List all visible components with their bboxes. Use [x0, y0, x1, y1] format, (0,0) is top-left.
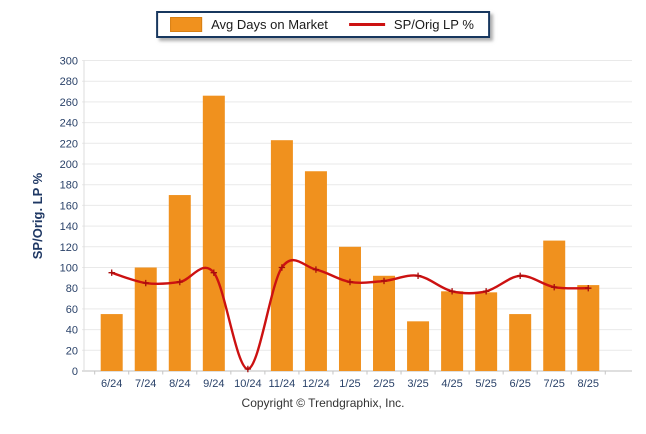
- bar-6/25: [509, 314, 532, 371]
- line-marker-6/24: [108, 269, 115, 276]
- y-tick-label: 60: [66, 304, 78, 316]
- x-tick-label: 10/24: [234, 378, 262, 390]
- y-tick-label: 300: [60, 56, 78, 68]
- y-tick-label: 260: [60, 97, 78, 109]
- line-series-swatch: [348, 23, 385, 26]
- line-marker-2/25: [380, 277, 388, 285]
- line-marker-8/24: [176, 278, 183, 286]
- line-marker-5/25: [482, 288, 490, 295]
- y-tick-label: 280: [60, 76, 78, 88]
- y-tick-label: 200: [60, 159, 78, 171]
- y-tick-label: 20: [66, 345, 78, 357]
- bar-11/24: [270, 140, 293, 371]
- y-tick-label: 80: [66, 283, 78, 295]
- x-tick-label: 8/25: [578, 378, 599, 390]
- y-tick-label: 220: [60, 138, 78, 150]
- y-tick-label: 120: [60, 242, 78, 254]
- line-marker-7/24: [142, 279, 149, 287]
- x-tick-label: 2/25: [373, 378, 394, 390]
- line-marker-8/25: [585, 285, 592, 292]
- x-tick-label: 8/24: [169, 378, 190, 390]
- bar-series-label: Avg Days on Market: [211, 17, 328, 32]
- x-axis-labels: 6/24 7/24 8/24 9/24 10/24 11/24 12/24 1/25 2/25 3…: [94, 371, 606, 390]
- line-markers: [108, 264, 592, 373]
- y-tick-label: 160: [60, 200, 78, 212]
- y-tick-label: 180: [60, 180, 78, 192]
- x-tick-label: 7/25: [544, 378, 565, 390]
- bar-1/25: [338, 246, 361, 371]
- line-marker-3/25: [414, 272, 422, 279]
- line-series-label: SP/Orig LP %: [393, 17, 474, 32]
- line-marker-9/24: [210, 269, 218, 276]
- bar-7/25: [543, 240, 566, 371]
- x-tick-label: 5/25: [475, 378, 496, 390]
- bar-series-swatch: [170, 17, 203, 32]
- line-marker-10/24: [244, 365, 252, 373]
- y-axis-labels: 0 20 40 60 80 100 120 140 160 180 200 220 240 260 280 3…: [60, 56, 78, 379]
- x-tick-label: 3/25: [407, 378, 428, 390]
- y-tick-label: 0: [72, 366, 78, 378]
- y-tick-label: 40: [66, 325, 78, 337]
- y-tick-label: 100: [60, 263, 78, 275]
- x-tick-label: 6/24: [101, 378, 122, 390]
- line-marker-7/25: [551, 283, 558, 291]
- y-tick-label: 140: [60, 221, 78, 233]
- x-tick-label: 11/24: [269, 378, 296, 390]
- sp-orig-lp-line: [110, 259, 590, 371]
- legend: Avg Days on Market SP/Orig LP %: [156, 11, 490, 38]
- line-marker-12/24: [312, 266, 320, 273]
- bar-6/24: [100, 314, 123, 371]
- x-tick-label: 4/25: [441, 378, 462, 390]
- bars-avg-days-on-market: [100, 95, 600, 371]
- line-marker-6/25: [516, 272, 524, 279]
- line-marker-1/25: [346, 278, 354, 286]
- x-tick-label: 12/24: [302, 378, 330, 390]
- x-tick-label: 6/25: [509, 378, 530, 390]
- bar-7/24: [134, 267, 157, 371]
- bar-4/25: [441, 291, 464, 371]
- bar-9/24: [202, 95, 225, 371]
- bar-3/25: [407, 321, 430, 371]
- line-marker-11/24: [278, 264, 286, 271]
- line-marker-4/25: [448, 288, 456, 295]
- bar-2/25: [373, 275, 396, 371]
- x-tick-label: 9/24: [203, 378, 224, 390]
- y-tick-label: 240: [60, 118, 78, 130]
- copyright-text: Copyright © Trendgraphix, Inc.: [241, 396, 405, 410]
- bar-5/25: [475, 292, 498, 371]
- x-tick-label: 1/25: [339, 378, 360, 390]
- x-tick-label: 7/24: [135, 378, 156, 390]
- bar-8/25: [577, 285, 600, 371]
